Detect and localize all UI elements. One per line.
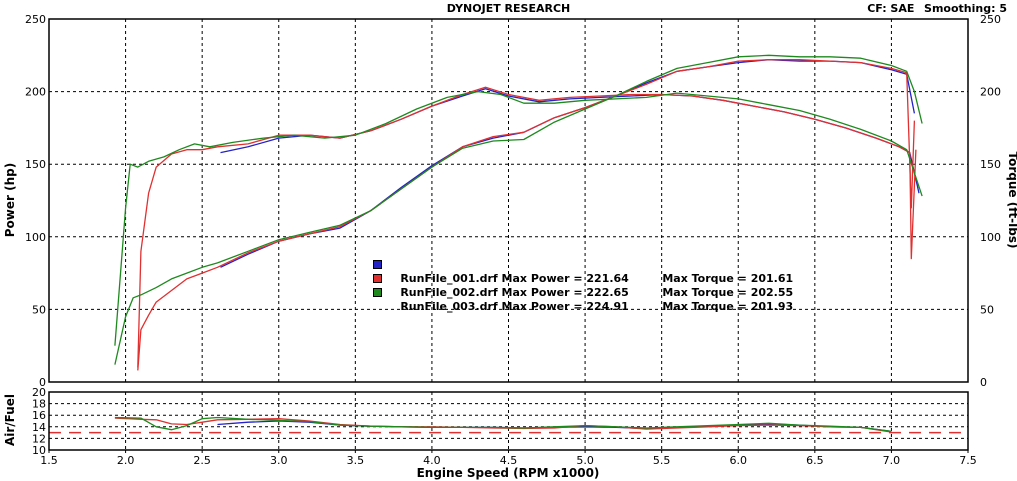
smoothing-label: Smoothing: 5 xyxy=(924,2,1007,15)
x-tick-label: 4.5 xyxy=(500,454,518,467)
legend-max-torque: Max Torque = 201.61 xyxy=(662,272,794,285)
y-tick-label: 12 xyxy=(32,432,46,445)
series-line-runfile_003 xyxy=(114,416,892,433)
legend-swatch-run3 xyxy=(373,288,382,297)
legend-max-torque: Max Torque = 202.55 xyxy=(662,286,794,299)
legend-max-power: Max Power = 222.65 xyxy=(501,286,629,299)
x-tick-label: 6.5 xyxy=(806,454,824,467)
y-tick-label: 16 xyxy=(32,409,46,422)
x-tick-label: 2.0 xyxy=(117,454,135,467)
cf-label: CF: SAE xyxy=(867,2,915,15)
air-fuel-axis-label: Air/Fuel xyxy=(3,394,17,446)
x-tick-label: 3.0 xyxy=(270,454,288,467)
series-line-runfile_002-power xyxy=(137,59,916,371)
series-line-runfile_003-power xyxy=(114,54,923,365)
y-tick-label: 0 xyxy=(39,376,46,389)
series-line-runfile_002-torque xyxy=(137,86,917,368)
y-tick-label-right: 150 xyxy=(980,158,1001,171)
y-tick-label-right: 100 xyxy=(980,231,1001,244)
y-tick-label: 10 xyxy=(32,444,46,457)
legend: RunFile_001.drf Max Power = 221.64 Max To… xyxy=(373,258,793,313)
engine-speed-axis-label: Engine Speed (RPM x1000) xyxy=(417,466,600,480)
y-tick-label: 150 xyxy=(25,158,46,171)
legend-max-power: Max Power = 224.91 xyxy=(501,300,629,313)
series-line-runfile_003-torque xyxy=(114,90,923,346)
y-tick-label-right: 250 xyxy=(980,13,1001,26)
x-tick-label: 5.0 xyxy=(576,454,594,467)
legend-row-run2: RunFile_002.drf Max Power = 222.65 Max To… xyxy=(373,272,793,299)
x-tick-label: 4.0 xyxy=(423,454,441,467)
chart-title: DYNOJET RESEARCH xyxy=(446,2,571,15)
x-tick-label: 3.5 xyxy=(347,454,365,467)
x-tick-label: 5.5 xyxy=(653,454,671,467)
x-tick-label: 7.5 xyxy=(959,454,977,467)
y-tick-label-right: 50 xyxy=(980,303,994,316)
x-tick-label: 1.5 xyxy=(40,454,58,467)
legend-max-power: Max Power = 221.64 xyxy=(501,272,629,285)
plot-frame xyxy=(48,18,969,383)
legend-row-run3: RunFile_003.drf Max Power = 224.91 Max To… xyxy=(373,286,793,313)
legend-run-name: RunFile_003.drf xyxy=(400,300,498,313)
legend-run-name: RunFile_001.drf xyxy=(400,272,498,285)
legend-swatch-run2 xyxy=(373,274,382,283)
legend-swatch-run1 xyxy=(373,260,382,269)
y-tick-label: 14 xyxy=(32,421,46,434)
power-axis-label: Power (hp) xyxy=(3,163,17,237)
y-tick-label: 200 xyxy=(25,86,46,99)
y-tick-label: 50 xyxy=(32,303,46,316)
y-tick-label: 20 xyxy=(32,386,46,399)
legend-max-torque: Max Torque = 201.93 xyxy=(662,300,794,313)
x-tick-label: 6.0 xyxy=(730,454,748,467)
y-tick-label-right: 200 xyxy=(980,86,1001,99)
y-tick-label: 18 xyxy=(32,398,46,411)
legend-row-run1: RunFile_001.drf Max Power = 221.64 Max To… xyxy=(373,258,793,285)
torque-axis-label: Torque (ft-lbs) xyxy=(1006,152,1017,249)
power-torque-plot: 0 0 50 50 100 100 150 150 200 200 250 250 xyxy=(25,13,1001,389)
y-tick-label: 250 xyxy=(25,13,46,26)
legend-run-name: RunFile_002.drf xyxy=(400,286,498,299)
x-tick-label: 7.0 xyxy=(883,454,901,467)
y-tick-label-right: 0 xyxy=(980,376,987,389)
correction-factor-label: CF: SAE Smoothing: 5 xyxy=(865,2,1007,15)
x-tick-label: 2.5 xyxy=(193,454,211,467)
y-tick-label: 100 xyxy=(25,231,46,244)
